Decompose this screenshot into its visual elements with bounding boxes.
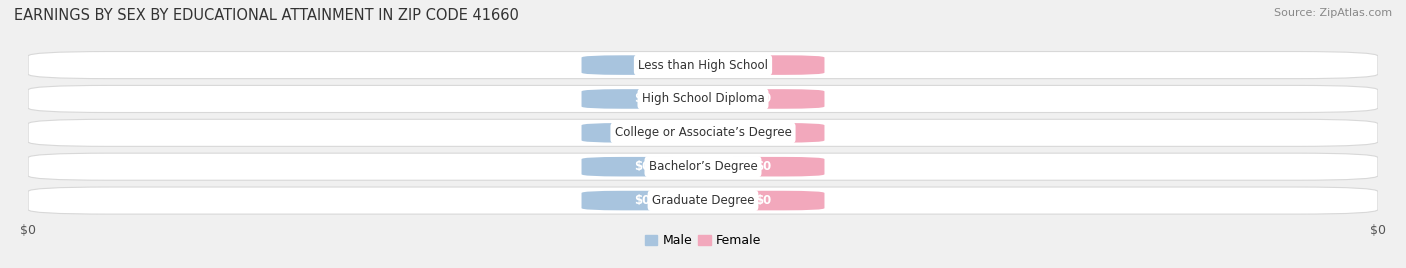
- Text: $0: $0: [755, 194, 772, 207]
- FancyBboxPatch shape: [28, 85, 1378, 113]
- Text: $0: $0: [634, 92, 651, 105]
- Text: $0: $0: [634, 194, 651, 207]
- Legend: Male, Female: Male, Female: [640, 229, 766, 252]
- FancyBboxPatch shape: [703, 157, 824, 177]
- FancyBboxPatch shape: [28, 119, 1378, 146]
- Text: $0: $0: [755, 59, 772, 72]
- Text: $0: $0: [634, 160, 651, 173]
- FancyBboxPatch shape: [582, 157, 703, 177]
- FancyBboxPatch shape: [28, 187, 1378, 214]
- FancyBboxPatch shape: [703, 89, 824, 109]
- Text: EARNINGS BY SEX BY EDUCATIONAL ATTAINMENT IN ZIP CODE 41660: EARNINGS BY SEX BY EDUCATIONAL ATTAINMEN…: [14, 8, 519, 23]
- Text: $0: $0: [755, 160, 772, 173]
- Text: Source: ZipAtlas.com: Source: ZipAtlas.com: [1274, 8, 1392, 18]
- FancyBboxPatch shape: [703, 123, 824, 143]
- Text: College or Associate’s Degree: College or Associate’s Degree: [614, 126, 792, 139]
- Text: $0: $0: [634, 126, 651, 139]
- FancyBboxPatch shape: [28, 51, 1378, 79]
- Text: High School Diploma: High School Diploma: [641, 92, 765, 105]
- FancyBboxPatch shape: [582, 55, 703, 75]
- Text: $0: $0: [755, 126, 772, 139]
- FancyBboxPatch shape: [582, 191, 703, 210]
- FancyBboxPatch shape: [703, 191, 824, 210]
- FancyBboxPatch shape: [582, 89, 703, 109]
- Text: Less than High School: Less than High School: [638, 59, 768, 72]
- Text: Bachelor’s Degree: Bachelor’s Degree: [648, 160, 758, 173]
- Text: $0: $0: [634, 59, 651, 72]
- Text: $0: $0: [755, 92, 772, 105]
- Text: Graduate Degree: Graduate Degree: [652, 194, 754, 207]
- FancyBboxPatch shape: [703, 55, 824, 75]
- FancyBboxPatch shape: [582, 123, 703, 143]
- FancyBboxPatch shape: [28, 153, 1378, 180]
